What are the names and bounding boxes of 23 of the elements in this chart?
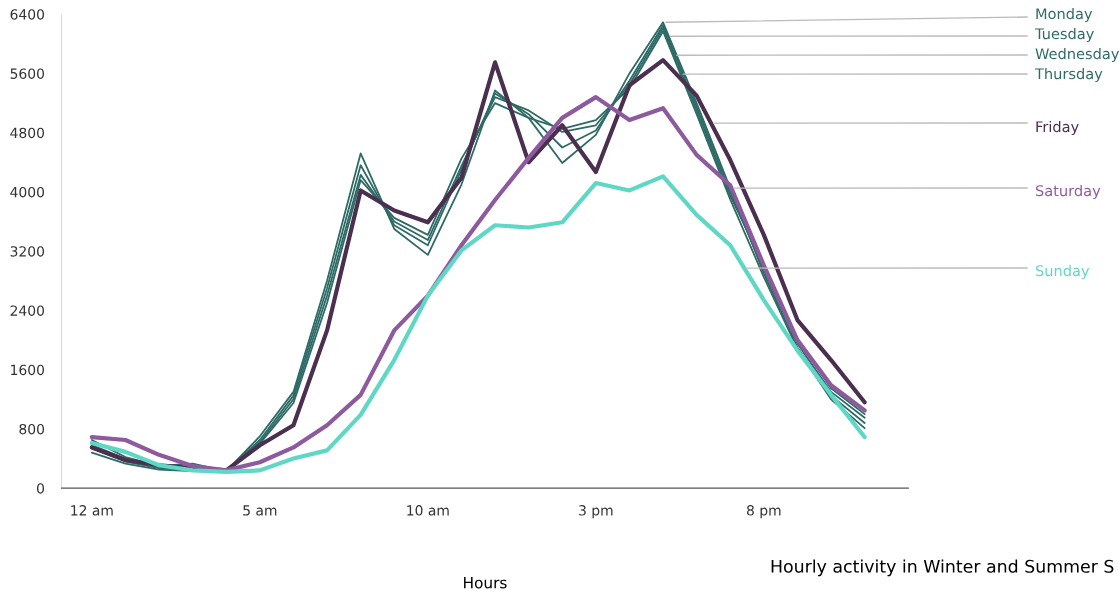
x-tick-label: 10 am: [407, 505, 449, 516]
x-tick-label: 8 pm: [746, 505, 781, 519]
y-tick-label: 0: [37, 483, 45, 494]
y-tick-label: 4800: [10, 127, 45, 139]
y-tick-label: 5600: [10, 68, 45, 79]
text: Tuesday: [1034, 27, 1094, 43]
y-tick-label: 4000: [10, 186, 45, 198]
text: Sunday: [1035, 264, 1090, 280]
text: Saturday: [1035, 184, 1101, 200]
x-tick-label: 12 am: [71, 505, 113, 516]
text: Wednesday: [1035, 47, 1119, 63]
text: Friday: [1036, 120, 1079, 136]
x-tick-label: 3 pm: [579, 505, 613, 519]
x-axis-title: Hours: [464, 577, 507, 589]
y-tick-label: 1600: [11, 364, 45, 376]
text: Hourly activity in Winter and Summer S: [771, 559, 1114, 577]
x-tick-label: 5 am: [243, 505, 277, 516]
y-tick-label: 3200: [10, 246, 45, 257]
text: Thursday: [1034, 67, 1103, 83]
y-tick-label: 800: [19, 423, 45, 435]
text: Monday: [1036, 7, 1093, 23]
y-tick-label: 2400: [10, 305, 45, 316]
y-tick-label: 6400: [10, 9, 45, 20]
